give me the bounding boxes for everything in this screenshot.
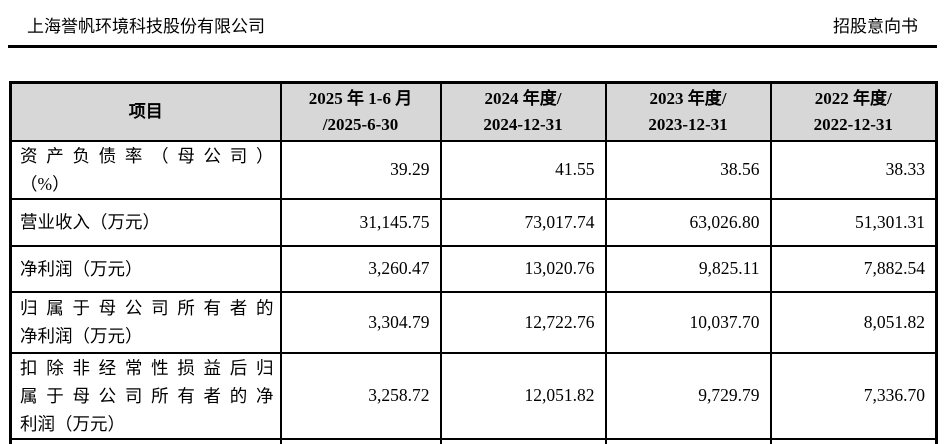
table-row: 净利润（万元） 3,260.47 13,020.76 9,825.11 7,88…: [9, 244, 938, 293]
cell-value: 73,017.74: [439, 197, 607, 247]
column-header-line: 2024 年度/: [484, 88, 562, 108]
cell-value: 51,301.31: [769, 197, 938, 247]
column-header-line: 2022-12-31: [813, 114, 893, 134]
row-label-revenue: 营业收入（万元）: [9, 197, 282, 247]
header-divider: [8, 45, 937, 48]
column-header-line: 2022 年度/: [814, 88, 892, 108]
empty-cell: [604, 437, 772, 444]
label-line: （%）: [20, 173, 70, 194]
cell-value: 3,260.47: [279, 244, 442, 293]
column-header-2022: 2022 年度/ 2022-12-31: [769, 81, 938, 142]
table-row: 归属于母公司所有者的 净利润（万元） 3,304.79 12,722.76 10…: [9, 290, 938, 354]
cell-value: 3,304.79: [279, 290, 442, 354]
cell-value: 3,258.72: [279, 351, 442, 440]
empty-cell: [279, 437, 442, 444]
cell-value: 13,020.76: [439, 244, 607, 293]
cell-value: 7,882.54: [769, 244, 938, 293]
label-line: 扣除非经常性损益后归: [20, 357, 274, 378]
label-line: 营业收入（万元）: [20, 212, 160, 232]
cell-value: 8,051.82: [769, 290, 938, 354]
empty-cell: [769, 437, 938, 444]
cell-value: 9,729.79: [604, 351, 772, 440]
column-header-line: 2025 年 1-6 月: [308, 88, 413, 108]
column-header-item: 项目: [9, 81, 282, 142]
cell-value: 10,037.70: [604, 290, 772, 354]
company-name: 上海誉帆环境科技股份有限公司: [27, 17, 265, 36]
column-header-2023: 2023 年度/ 2023-12-31: [604, 81, 772, 142]
table-row: 营业收入（万元） 31,145.75 73,017.74 63,026.80 5…: [9, 197, 938, 247]
empty-cell: [439, 437, 607, 444]
label-line: 利润（万元）: [20, 413, 125, 434]
column-header-line: /2025-6-30: [322, 114, 399, 134]
table-row: 扣除非经常性损益后归 属于母公司所有者的净 利润（万元） 3,258.72 12…: [9, 351, 938, 440]
table-header-row: 项目 2025 年 1-6 月 /2025-6-30 2024 年度/ 2024…: [9, 81, 938, 142]
cell-value: 31,145.75: [279, 197, 442, 247]
column-header-line: 2023-12-31: [648, 114, 728, 134]
cell-value: 38.33: [769, 139, 938, 200]
column-header-2025: 2025 年 1-6 月 /2025-6-30: [279, 81, 442, 142]
cell-value: 7,336.70: [769, 351, 938, 440]
row-label-net-profit-parent: 归属于母公司所有者的 净利润（万元）: [9, 290, 282, 354]
label-line: 资产负债率（母公司）: [20, 145, 274, 166]
empty-cell: [9, 437, 282, 444]
doc-title: 招股意向书: [833, 17, 918, 36]
cell-value: 41.55: [439, 139, 607, 200]
column-header-line: 2023 年度/: [649, 88, 727, 108]
running-head: 上海誉帆环境科技股份有限公司 招股意向书: [0, 0, 945, 38]
label-line: 净利润（万元）: [20, 326, 143, 346]
row-label-debt-ratio: 资产负债率（母公司） （%）: [9, 139, 282, 200]
label-line: 属于母公司所有者的净: [20, 385, 274, 406]
financial-summary-table: 项目 2025 年 1-6 月 /2025-6-30 2024 年度/ 2024…: [9, 81, 938, 444]
label-line: 净利润（万元）: [20, 258, 143, 279]
column-header-line: 项目: [128, 101, 163, 121]
cell-value: 9,825.11: [604, 244, 772, 293]
cell-value: 38.56: [604, 139, 772, 200]
column-header-line: 2024-12-31: [483, 114, 563, 134]
label-line: 归属于母公司所有者的: [20, 298, 274, 318]
row-label-net-profit-deducted: 扣除非经常性损益后归 属于母公司所有者的净 利润（万元）: [9, 351, 282, 440]
cell-value: 39.29: [279, 139, 442, 200]
cell-value: 12,722.76: [439, 290, 607, 354]
table-row-partial: [9, 437, 938, 444]
column-header-2024: 2024 年度/ 2024-12-31: [439, 81, 607, 142]
table-row: 资产负债率（母公司） （%） 39.29 41.55 38.56 38.33: [9, 139, 938, 200]
cell-value: 63,026.80: [604, 197, 772, 247]
row-label-net-profit: 净利润（万元）: [9, 244, 282, 293]
cell-value: 12,051.82: [439, 351, 607, 440]
